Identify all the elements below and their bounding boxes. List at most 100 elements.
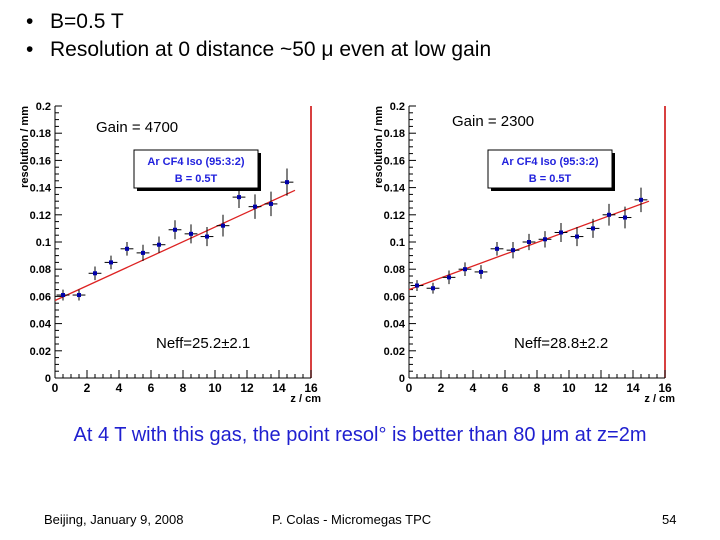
neff-label: Neff=28.8±2.2 [514, 335, 608, 352]
y-tick-label: 0.2 [36, 101, 51, 113]
scatter-chart: 0 0.02 0.04 0.06 0.08 0.1 0.12 0.14 0.16 0.18 0.2 0… [373, 101, 675, 405]
data-point [506, 242, 520, 259]
legend-entry: B = 0.5T [175, 173, 218, 185]
y-tick-label: 0.06 [384, 291, 405, 303]
neff-label: Neff=25.2±2.1 [156, 335, 250, 352]
data-point [442, 270, 456, 285]
marker [221, 223, 225, 228]
x-tick-label: 8 [534, 381, 541, 395]
data-point [56, 289, 70, 301]
y-tick-label: 0.02 [384, 346, 405, 358]
marker [125, 246, 129, 251]
y-tick-label: 0.02 [30, 346, 51, 358]
marker [173, 227, 177, 232]
marker [253, 204, 257, 209]
data-point [426, 282, 440, 294]
resolution-plot-right: 0 0.02 0.04 0.06 0.08 0.1 0.12 0.14 0.16 0.18 0.2 0… [370, 96, 700, 408]
data-point [168, 220, 182, 240]
legend-entry: B = 0.5T [529, 173, 572, 185]
legend-entry: Ar CF4 Iso (95:3:2) [501, 156, 599, 168]
x-tick-label: 4 [116, 381, 123, 395]
x-tick-label: 10 [562, 381, 576, 395]
y-tick-label: 0.1 [36, 237, 51, 249]
data-point [264, 191, 278, 217]
legend-box [487, 149, 613, 189]
marker [527, 240, 531, 244]
data-point [152, 236, 166, 253]
y-tick-label: 0.2 [390, 101, 405, 113]
x-tick-label: 2 [84, 381, 91, 395]
data-point [554, 222, 568, 242]
y-tick-label: 0.12 [30, 210, 51, 222]
x-tick-label: 0 [52, 381, 59, 395]
data-point [602, 203, 616, 226]
y-tick-label: 0.06 [30, 291, 51, 303]
marker [463, 267, 467, 272]
x-tick-label: 16 [658, 381, 672, 395]
marker [607, 212, 611, 217]
data-point [120, 242, 134, 256]
data-point [634, 187, 648, 213]
data-point [586, 218, 600, 238]
x-tick-label: 2 [438, 381, 445, 395]
marker [575, 234, 579, 239]
y-tick-label: 0.14 [30, 183, 52, 195]
y-axis-label: resolution / mm [19, 106, 31, 188]
marker [77, 293, 81, 298]
marker [623, 215, 627, 220]
marker [141, 250, 145, 255]
x-axis-label: z / cm [290, 393, 321, 405]
data-point [280, 168, 294, 196]
y-tick-label: 0.12 [384, 210, 405, 222]
data-point [104, 255, 118, 270]
x-tick-label: 12 [594, 381, 608, 395]
resolution-plot-left: 0 0.02 0.04 0.06 0.08 0.1 0.12 0.14 0.16 0.18 0.2 0… [16, 96, 346, 408]
data-point [136, 244, 150, 262]
footer-date: Beijing, January 9, 2008 [44, 512, 184, 527]
y-tick-label: 0.14 [384, 183, 406, 195]
data-point [490, 242, 504, 256]
marker [479, 269, 483, 274]
y-tick-label: 0.16 [384, 155, 405, 167]
gain-label: Gain = 4700 [96, 119, 178, 136]
y-tick-label: 0 [45, 373, 51, 385]
scatter-chart: 0 0.02 0.04 0.06 0.08 0.1 0.12 0.14 0.16 0.18 0.2 0… [19, 101, 321, 405]
data-point [216, 214, 230, 237]
bullet-item: • Resolution at 0 distance ~50 μ even at … [26, 36, 491, 64]
marker [511, 248, 515, 253]
y-tick-label: 0.08 [30, 264, 51, 276]
data-point [458, 262, 472, 276]
y-tick-label: 0.18 [30, 128, 51, 140]
marker [415, 283, 419, 288]
bullet-list: • B=0.5 T • Resolution at 0 distance ~50 μ… [26, 8, 491, 64]
x-tick-label: 12 [240, 381, 254, 395]
x-tick-label: 0 [406, 381, 413, 395]
data-point [522, 233, 536, 251]
bullet-item: • B=0.5 T [26, 8, 491, 36]
y-tick-label: 0.08 [384, 264, 405, 276]
x-tick-label: 14 [272, 381, 286, 395]
y-tick-label: 0.04 [384, 319, 406, 331]
x-tick-label: 16 [304, 381, 318, 395]
y-tick-label: 0.18 [384, 128, 405, 140]
legend-entry: Ar CF4 Iso (95:3:2) [147, 156, 245, 168]
x-tick-label: 8 [180, 381, 187, 395]
y-axis-label: resolution / mm [373, 106, 385, 188]
bullet-glyph: • [26, 10, 34, 33]
data-point [184, 224, 198, 244]
footer-author: P. Colas - Micromegas TPC [272, 512, 432, 527]
marker [109, 260, 113, 265]
data-point [474, 265, 488, 279]
data-point [72, 289, 86, 301]
marker [157, 242, 161, 247]
marker [269, 201, 273, 206]
y-tick-label: 0.16 [30, 155, 51, 167]
marker [205, 234, 209, 239]
data-point [248, 194, 262, 219]
marker [559, 230, 563, 235]
marker [285, 180, 289, 185]
marker [495, 246, 499, 251]
x-tick-label: 4 [470, 381, 477, 395]
data-point [88, 266, 102, 281]
bullet-text: B=0.5 T [50, 10, 124, 33]
